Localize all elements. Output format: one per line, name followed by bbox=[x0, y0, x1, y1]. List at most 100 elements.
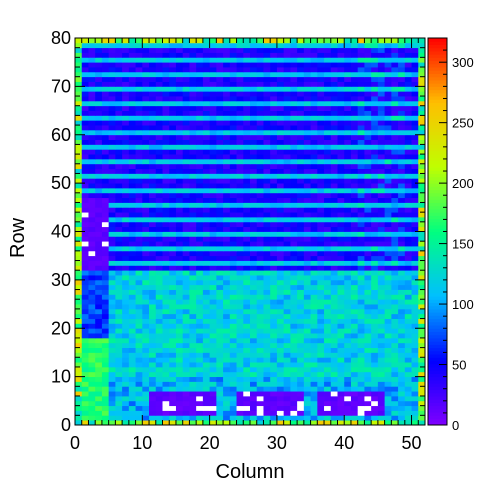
heatmap-cell bbox=[324, 168, 332, 174]
heatmap-cell bbox=[384, 410, 392, 416]
heatmap-cell bbox=[263, 168, 271, 174]
heatmap-cell bbox=[290, 386, 298, 392]
heatmap-cell bbox=[263, 120, 271, 126]
heatmap-cell bbox=[169, 129, 177, 136]
heatmap-cell bbox=[182, 308, 190, 315]
heatmap-cell bbox=[216, 376, 224, 382]
heatmap-cell bbox=[330, 294, 338, 300]
heatmap-cell bbox=[229, 366, 237, 373]
heatmap-cell bbox=[223, 405, 231, 411]
heatmap-cell bbox=[243, 134, 251, 140]
heatmap-cell bbox=[122, 265, 130, 271]
heatmap-cell bbox=[276, 333, 285, 339]
heatmap-cell bbox=[155, 260, 163, 266]
heatmap-cell bbox=[108, 207, 116, 213]
heatmap-cell bbox=[189, 386, 197, 392]
heatmap-cell bbox=[196, 265, 204, 271]
heatmap-cell bbox=[290, 366, 298, 373]
heatmap-cell bbox=[371, 187, 379, 194]
heatmap-cell bbox=[398, 371, 406, 378]
heatmap-cell bbox=[128, 163, 136, 170]
heatmap-cell bbox=[115, 115, 123, 121]
heatmap-cell bbox=[276, 154, 285, 160]
heatmap-cell bbox=[88, 115, 96, 121]
heatmap-cell bbox=[337, 323, 345, 329]
heatmap-cell bbox=[330, 158, 338, 165]
heatmap-cell bbox=[350, 395, 359, 402]
heatmap-cell bbox=[101, 187, 110, 194]
heatmap-cell bbox=[209, 415, 217, 421]
heatmap-cell bbox=[202, 366, 211, 373]
heatmap-cell bbox=[297, 250, 305, 257]
heatmap-cell bbox=[270, 212, 278, 218]
heatmap-cell bbox=[371, 216, 379, 223]
heatmap-cell bbox=[330, 57, 338, 63]
heatmap-cell bbox=[243, 221, 251, 228]
heatmap-cell bbox=[344, 270, 352, 276]
color-scale-segment bbox=[428, 192, 447, 197]
heatmap-cell bbox=[182, 81, 190, 87]
heatmap-cell bbox=[357, 308, 365, 315]
heatmap-cell bbox=[75, 391, 83, 397]
heatmap-cell bbox=[344, 154, 352, 160]
heatmap-cell bbox=[115, 260, 123, 266]
heatmap-cell bbox=[155, 216, 163, 223]
heatmap-cell bbox=[202, 226, 211, 232]
heatmap-cell bbox=[128, 357, 136, 363]
heatmap-cell bbox=[101, 149, 110, 155]
heatmap-cell bbox=[189, 391, 197, 397]
heatmap-cell bbox=[216, 236, 224, 242]
heatmap-cell bbox=[95, 250, 103, 257]
heatmap-cell bbox=[337, 410, 345, 416]
heatmap-cell bbox=[290, 47, 298, 53]
heatmap-cell bbox=[250, 255, 258, 261]
heatmap-cell bbox=[169, 304, 177, 310]
heatmap-cell bbox=[250, 139, 258, 145]
heatmap-cell bbox=[236, 366, 244, 373]
heatmap-cell bbox=[135, 357, 143, 363]
heatmap-cell bbox=[344, 187, 352, 194]
heatmap-cell bbox=[391, 192, 399, 199]
heatmap-cell bbox=[122, 120, 130, 126]
heatmap-cell bbox=[283, 212, 291, 218]
heatmap-cell bbox=[357, 163, 365, 170]
heatmap-cell bbox=[391, 328, 399, 334]
heatmap-cell bbox=[122, 395, 130, 402]
heatmap-cell bbox=[411, 158, 419, 165]
heatmap-cell bbox=[128, 216, 136, 223]
heatmap-cell bbox=[297, 284, 305, 290]
color-scale-segment bbox=[428, 215, 447, 220]
heatmap-cell bbox=[324, 328, 332, 334]
heatmap-cell bbox=[88, 313, 96, 319]
heatmap-cell bbox=[303, 352, 311, 358]
heatmap-cell bbox=[182, 328, 190, 334]
heatmap-cell bbox=[290, 81, 298, 87]
heatmap-cell bbox=[128, 221, 136, 228]
heatmap-cell bbox=[283, 241, 291, 247]
heatmap-cell bbox=[398, 110, 406, 116]
heatmap-cell bbox=[310, 91, 318, 97]
heatmap-cell bbox=[95, 410, 103, 416]
heatmap-cell bbox=[317, 347, 325, 353]
heatmap-cell bbox=[243, 120, 251, 126]
heatmap-cell bbox=[189, 86, 197, 92]
heatmap-cell bbox=[263, 333, 271, 339]
heatmap-cell bbox=[108, 415, 116, 421]
heatmap-cell bbox=[108, 308, 116, 315]
heatmap-cell bbox=[162, 313, 170, 319]
heatmap-cell bbox=[250, 362, 258, 368]
heatmap-cell bbox=[101, 386, 110, 392]
heatmap-cell bbox=[270, 260, 278, 266]
color-scale-segment bbox=[428, 202, 447, 207]
heatmap-cell bbox=[263, 289, 271, 295]
heatmap-cell bbox=[81, 226, 89, 232]
heatmap-cell bbox=[135, 57, 143, 63]
heatmap-cell bbox=[350, 158, 359, 165]
heatmap-cell bbox=[162, 183, 170, 189]
color-scale-segment bbox=[428, 79, 447, 84]
heatmap-cell bbox=[256, 342, 264, 348]
heatmap-cell bbox=[391, 352, 399, 358]
heatmap-cell bbox=[149, 299, 157, 305]
heatmap-cell bbox=[411, 400, 419, 407]
heatmap-cell bbox=[202, 308, 211, 315]
